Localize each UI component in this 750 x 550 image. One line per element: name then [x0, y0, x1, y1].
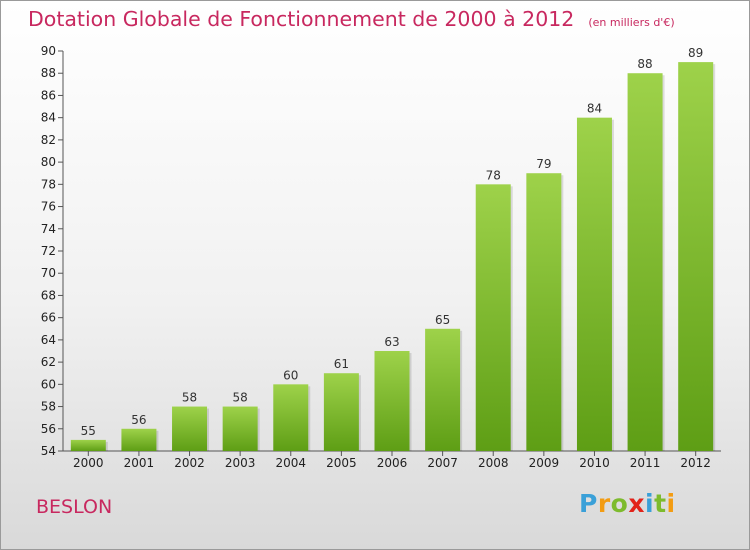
- data-label: 55: [81, 424, 96, 438]
- x-tick-label: 2003: [225, 456, 256, 470]
- x-tick-label: 2005: [326, 456, 357, 470]
- y-tick-label: 82: [41, 133, 56, 147]
- y-tick-label: 66: [41, 311, 56, 325]
- title-row: Dotation Globale de Fonctionnement de 20…: [28, 7, 675, 31]
- y-tick-label: 76: [41, 200, 56, 214]
- bar: [425, 328, 461, 451]
- bars: 55 56 58 58 60 61 63 65 78 79 84 88 89: [70, 46, 716, 452]
- commune-name: BESLON: [36, 496, 113, 518]
- x-tick-label: 2008: [478, 456, 509, 470]
- bar: [323, 373, 359, 451]
- logo-letter: r: [597, 489, 611, 518]
- logo-letter: o: [610, 489, 629, 518]
- y-tick-label: 60: [41, 377, 56, 391]
- y-tick-label: 80: [41, 155, 56, 169]
- bar: [576, 117, 612, 452]
- proxiti-logo[interactable]: Proxiti: [579, 489, 676, 518]
- x-tick-label: 2002: [174, 456, 205, 470]
- logo-letter: i: [645, 489, 655, 518]
- bar: [374, 351, 410, 451]
- y-tick-label: 74: [41, 222, 56, 236]
- data-label: 88: [637, 57, 652, 71]
- bar: [273, 384, 309, 451]
- x-axis: 2000 2001 2002 2003 2004 2005 2006 2007 2008 2009…: [63, 450, 721, 470]
- x-tick-label: 2004: [275, 456, 306, 470]
- bar: [475, 184, 511, 452]
- x-tick-label: 2011: [630, 456, 661, 470]
- chart-title: Dotation Globale de Fonctionnement de 20…: [28, 7, 575, 31]
- bar: [627, 73, 663, 451]
- y-tick-label: 54: [41, 444, 56, 458]
- data-label: 63: [384, 335, 399, 349]
- y-tick-label: 56: [41, 422, 56, 436]
- x-tick-label: 2012: [680, 456, 711, 470]
- chart-subtitle: (en milliers d'€): [588, 16, 675, 29]
- bar: [172, 406, 208, 451]
- bar: [222, 406, 258, 451]
- x-tick-label: 2010: [579, 456, 610, 470]
- y-tick-label: 64: [41, 333, 56, 347]
- data-label: 56: [131, 413, 146, 427]
- logo-letter: P: [579, 489, 598, 518]
- data-label: 78: [486, 168, 501, 182]
- x-tick-label: 2000: [73, 456, 104, 470]
- bar: [678, 62, 714, 451]
- data-label: 79: [536, 157, 551, 171]
- y-tick-label: 72: [41, 244, 56, 258]
- y-axis: 54 56 58 60 62 64 66 68 70 72 74 76 78 80 82 84 86 88 90: [41, 44, 64, 458]
- x-tick-label: 2001: [124, 456, 155, 470]
- y-tick-label: 88: [41, 66, 56, 80]
- y-tick-label: 58: [41, 400, 56, 414]
- y-tick-label: 84: [41, 111, 56, 125]
- y-tick-label: 70: [41, 266, 56, 280]
- data-label: 65: [435, 313, 450, 327]
- y-tick-label: 90: [41, 44, 56, 58]
- logo-letter: i: [666, 489, 676, 518]
- x-tick-label: 2007: [427, 456, 458, 470]
- data-label: 61: [334, 357, 349, 371]
- y-tick-label: 78: [41, 177, 56, 191]
- data-label: 60: [283, 368, 298, 382]
- y-tick-label: 68: [41, 288, 56, 302]
- bar: [70, 439, 106, 451]
- data-label: 89: [688, 46, 703, 60]
- y-tick-label: 86: [41, 88, 56, 102]
- logo-letter: x: [628, 489, 645, 518]
- data-label: 84: [587, 102, 602, 116]
- x-tick-label: 2009: [529, 456, 560, 470]
- y-tick-label: 62: [41, 355, 56, 369]
- bar: [121, 428, 157, 451]
- logo-letter: t: [654, 489, 667, 518]
- x-tick-label: 2006: [377, 456, 408, 470]
- bar: [526, 173, 562, 451]
- data-label: 58: [233, 391, 248, 405]
- data-label: 58: [182, 391, 197, 405]
